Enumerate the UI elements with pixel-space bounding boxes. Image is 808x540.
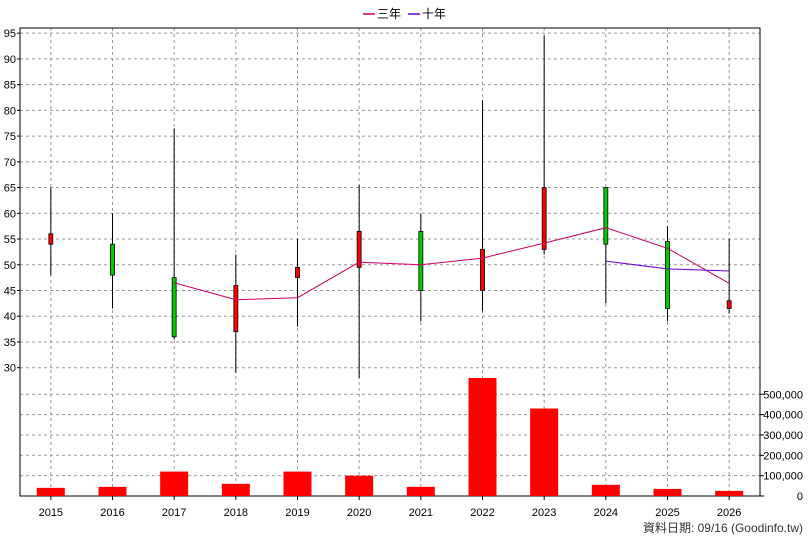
volume-bar-2025: [653, 488, 682, 496]
price-tick-label: 35: [4, 337, 16, 349]
candle-body-2025: [665, 241, 670, 309]
volume-bar-2024: [591, 484, 620, 496]
volume-tick-label: 300,000: [763, 430, 803, 442]
candle-body-2021: [418, 230, 424, 291]
candle-body-2017: [171, 277, 177, 338]
price-tick-label: 80: [4, 105, 16, 117]
price-tick-label: 45: [4, 286, 16, 298]
volume-bar-2016: [98, 486, 127, 496]
x-tick-label-2023: 2023: [532, 507, 556, 519]
price-axis-ticks: 30 35 40 45 50 55 60 65 70 75 80 85 90 95: [4, 28, 20, 375]
plot-frame: [19, 27, 761, 497]
candle-body-2015: [48, 233, 54, 245]
legend-label-0: 三年: [377, 7, 401, 21]
x-tick-label-2020: 2020: [347, 507, 371, 519]
price-tick-label: 85: [4, 80, 16, 92]
x-tick-label-2022: 2022: [470, 507, 494, 519]
price-tick-label: 70: [4, 157, 16, 169]
candle-2019: [295, 239, 300, 327]
candle-2016: [110, 213, 115, 309]
candle-body-2018: [233, 284, 239, 333]
candle-body-2019: [295, 266, 300, 279]
candle-2017: [171, 128, 177, 340]
series-line-ten-year: [605, 260, 730, 272]
volume-bars: [36, 378, 744, 496]
price-tick-label: 75: [4, 131, 16, 143]
price-tick-label: 55: [4, 234, 16, 246]
price-tick-label: 30: [4, 363, 16, 375]
volume-tick-label: 100,000: [763, 471, 803, 483]
x-tick-label-2019: 2019: [285, 507, 309, 519]
candle-2026: [726, 239, 732, 314]
series-line-three-year: [174, 227, 730, 301]
volume-bar-2015: [36, 487, 65, 496]
candle-2024: [603, 187, 609, 304]
price-tick-label: 40: [4, 311, 16, 323]
volume-tick-label: 500,000: [763, 389, 803, 401]
candles: [48, 35, 732, 378]
volume-tick-label: 200,000: [763, 450, 803, 462]
candle-body-2020: [356, 230, 362, 268]
volume-bar-2021: [406, 486, 435, 496]
volume-bar-2026: [715, 490, 744, 496]
x-tick-label-2026: 2026: [717, 507, 741, 519]
volume-bar-2018: [221, 483, 250, 496]
x-tick-label-2016: 2016: [100, 507, 124, 519]
volume-bar-2023: [530, 408, 559, 496]
price-tick-label: 50: [4, 260, 16, 272]
volume-bar-2022: [468, 378, 497, 496]
candle-body-2022: [480, 248, 485, 291]
candle-body-2016: [110, 243, 115, 276]
volume-bar-2020: [345, 475, 374, 496]
volume-bar-2019: [283, 471, 312, 496]
candle-2023: [541, 35, 547, 255]
legend: 三年 十年: [363, 7, 446, 21]
price-tick-label: 90: [4, 54, 16, 66]
candle-body-2023: [541, 187, 547, 250]
candle-2025: [665, 226, 670, 322]
volume-tick-label: 0: [797, 491, 803, 503]
x-tick-label-2025: 2025: [655, 507, 679, 519]
x-tick-label-2015: 2015: [39, 507, 63, 519]
candle-2018: [233, 254, 239, 373]
candle-body-2024: [603, 187, 609, 245]
volume-tick-label: 400,000: [763, 410, 803, 422]
candle-body-2026: [726, 300, 732, 309]
price-tick-label: 95: [4, 28, 16, 40]
volume-bar-2017: [160, 471, 189, 496]
candle-2020: [356, 184, 362, 378]
candle-2022: [480, 100, 485, 312]
x-axis-ticks: 2015 2016 2017 2018 2019 2020 2021 2022 2023 2024…: [39, 496, 741, 519]
volume-axis-ticks: 0 100,000 200,000 300,000 400,000 500,000: [760, 389, 803, 503]
moving-average-lines: [174, 227, 730, 301]
legend-label-1: 十年: [422, 7, 446, 21]
candle-2015: [48, 187, 54, 276]
x-tick-label-2017: 2017: [162, 507, 186, 519]
candle-2021: [418, 213, 424, 322]
price-tick-label: 60: [4, 208, 16, 220]
plot-border: [19, 27, 761, 497]
x-tick-label-2024: 2024: [594, 507, 618, 519]
price-tick-label: 65: [4, 183, 16, 195]
x-tick-label-2021: 2021: [409, 507, 433, 519]
footer-date-source: 資料日期: 09/16 (Goodinfo.tw): [643, 521, 803, 535]
grid-lines: [20, 28, 760, 496]
x-tick-label-2018: 2018: [224, 507, 248, 519]
